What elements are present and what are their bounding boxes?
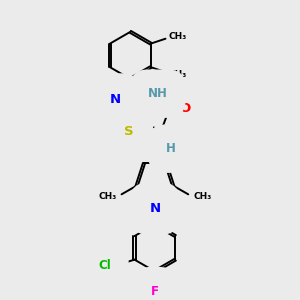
Text: CH₃: CH₃ <box>98 192 117 201</box>
Text: F: F <box>151 285 159 298</box>
Text: NH: NH <box>148 87 168 100</box>
Text: CH₃: CH₃ <box>168 70 187 79</box>
Text: Cl: Cl <box>98 259 111 272</box>
Text: H: H <box>166 142 176 155</box>
Text: S: S <box>124 124 133 137</box>
Text: N: N <box>149 202 161 215</box>
Text: O: O <box>180 102 191 115</box>
Text: CH₃: CH₃ <box>193 192 212 201</box>
Text: N: N <box>110 93 121 106</box>
Text: CH₃: CH₃ <box>168 32 187 41</box>
